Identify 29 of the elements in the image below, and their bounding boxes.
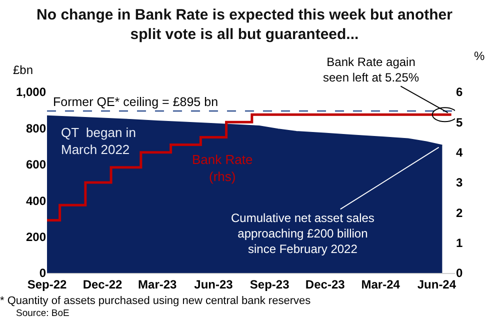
y2-tick-label: 5 [456, 115, 463, 130]
y-tick-label: 200 [26, 230, 46, 244]
annotation: Bank Rate again seen left at 5.25% [323, 55, 420, 85]
y2-tick-label: 6 [456, 85, 463, 100]
y2-tick-label: 0 [456, 266, 463, 280]
x-tick-label: Mar-23 [138, 277, 178, 292]
y2-tick-label: 3 [456, 176, 463, 190]
x-tick-label: Jun-23 [194, 277, 234, 292]
y2-tick-label: 4 [456, 146, 463, 160]
y-axis-title: £bn [13, 63, 34, 77]
text: * Quantity of assets purchased using new central bank reserves [0, 295, 312, 307]
annotation: QT began in March 2022 [61, 125, 136, 157]
y2-tick-label: 1 [456, 236, 463, 250]
x-tick-label: Mar-24 [361, 277, 400, 292]
y-tick-label: 800 [26, 121, 46, 136]
y2-tick-label: 2 [456, 206, 463, 220]
ref-line-label: Former QE* ceiling = £895 bn [53, 95, 218, 109]
y2-axis-title: % [474, 49, 485, 63]
y-tick-label: 600 [26, 158, 46, 172]
x-tick-label: Sep-23 [250, 277, 290, 292]
x-tick-label: Jun-24 [417, 277, 456, 292]
y-tick-label: 1,000 [16, 85, 46, 100]
x-tick-label: Dec-23 [305, 277, 346, 292]
source-note: Source: BoE [16, 308, 70, 319]
x-tick-label: Dec-22 [82, 277, 123, 292]
series-label: Bank Rate (rhs) [192, 152, 253, 184]
chart-title: No change in Bank Rate is expected this week but another split vote is all but guaranteed... [36, 6, 453, 44]
annotation: Cumulative net asset sales approaching £200 billion since February 2022 [231, 211, 374, 256]
y-tick-label: 400 [26, 194, 46, 208]
